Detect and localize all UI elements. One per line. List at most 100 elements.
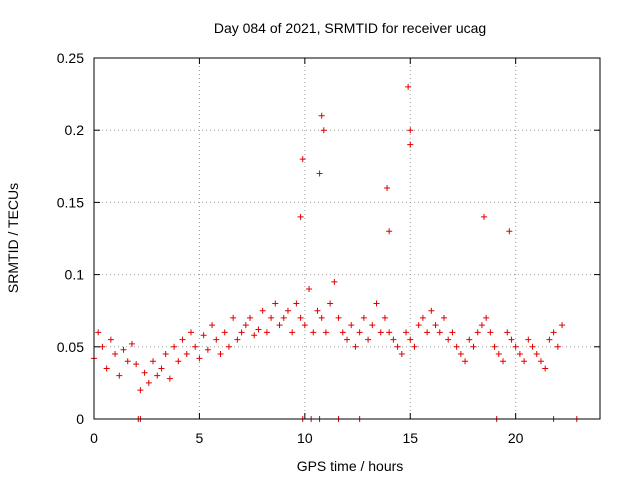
data-point xyxy=(99,343,106,350)
data-point xyxy=(141,369,148,376)
data-point xyxy=(449,329,456,336)
data-point xyxy=(521,358,528,365)
data-point xyxy=(103,365,110,372)
data-point xyxy=(242,322,249,329)
data-point xyxy=(432,322,439,329)
data-points xyxy=(91,83,580,422)
data-point xyxy=(280,314,287,321)
data-point xyxy=(352,343,359,350)
data-point xyxy=(377,329,384,336)
data-point xyxy=(481,213,488,220)
data-point xyxy=(204,346,211,353)
data-point xyxy=(369,322,376,329)
data-point xyxy=(504,329,511,336)
data-point xyxy=(331,278,338,285)
data-point xyxy=(255,326,262,333)
data-point xyxy=(384,184,391,191)
data-point xyxy=(230,314,237,321)
data-point xyxy=(301,322,308,329)
data-point xyxy=(263,329,270,336)
y-tick-label: 0 xyxy=(76,411,84,427)
data-point xyxy=(234,336,241,343)
data-point xyxy=(251,332,258,339)
data-point xyxy=(462,358,469,365)
data-point xyxy=(405,83,412,90)
data-point xyxy=(411,343,418,350)
data-point xyxy=(314,307,321,314)
plot-frame xyxy=(93,57,601,420)
grid-lines xyxy=(94,58,600,419)
data-point xyxy=(299,156,306,163)
y-tick-label: 0.1 xyxy=(65,267,85,283)
data-point xyxy=(124,358,131,365)
data-point xyxy=(268,314,275,321)
data-point xyxy=(559,322,566,329)
data-point xyxy=(537,358,544,365)
x-tick-label: 10 xyxy=(297,430,313,446)
data-point xyxy=(196,355,203,362)
chart-title: Day 084 of 2021, SRMTID for receiver uca… xyxy=(214,20,486,36)
data-point xyxy=(310,329,317,336)
data-point xyxy=(95,329,102,336)
data-point xyxy=(478,322,485,329)
data-point xyxy=(356,329,363,336)
data-point xyxy=(407,141,414,148)
data-point xyxy=(533,351,540,358)
y-axis-label: SRMTID / TECUs xyxy=(5,183,21,293)
data-point xyxy=(162,351,169,358)
data-point xyxy=(318,314,325,321)
axis-ticks: 0 0.05 0.1 0.15 0.2 0.25 0 5 10 15 20 xyxy=(57,50,600,446)
data-point xyxy=(554,343,561,350)
data-point xyxy=(272,300,279,307)
data-point xyxy=(457,351,464,358)
data-point xyxy=(407,127,414,134)
x-tick-label: 0 xyxy=(90,430,98,446)
data-point xyxy=(154,372,161,379)
data-point xyxy=(238,329,245,336)
data-point xyxy=(516,351,523,358)
data-point xyxy=(373,300,380,307)
data-point xyxy=(491,343,498,350)
data-point xyxy=(398,351,405,358)
data-point xyxy=(428,307,435,314)
data-point xyxy=(200,332,207,339)
data-point xyxy=(483,314,490,321)
data-point xyxy=(386,228,393,235)
data-point xyxy=(213,336,220,343)
data-point xyxy=(120,346,127,353)
data-point xyxy=(348,322,355,329)
data-point xyxy=(403,329,410,336)
data-point xyxy=(293,300,300,307)
data-point xyxy=(453,343,460,350)
data-point xyxy=(217,351,224,358)
data-point xyxy=(112,351,119,358)
data-point xyxy=(128,340,135,347)
data-point xyxy=(424,329,431,336)
data-point xyxy=(394,343,401,350)
x-tick-label: 20 xyxy=(508,430,524,446)
data-point xyxy=(192,343,199,350)
data-point xyxy=(327,300,334,307)
data-point xyxy=(133,361,140,368)
data-point xyxy=(306,286,313,293)
data-point xyxy=(171,343,178,350)
data-point xyxy=(360,314,367,321)
data-point xyxy=(320,127,327,134)
data-point xyxy=(407,336,414,343)
data-point xyxy=(542,365,549,372)
data-point xyxy=(550,329,557,336)
x-tick-label: 15 xyxy=(402,430,418,446)
data-point xyxy=(415,322,422,329)
data-point xyxy=(209,322,216,329)
data-point xyxy=(289,329,296,336)
data-point xyxy=(116,372,123,379)
y-tick-label: 0.2 xyxy=(65,122,85,138)
data-point xyxy=(500,358,507,365)
data-point xyxy=(381,314,388,321)
data-point xyxy=(107,336,114,343)
data-point xyxy=(508,336,515,343)
data-point xyxy=(529,343,536,350)
data-point xyxy=(440,314,447,321)
